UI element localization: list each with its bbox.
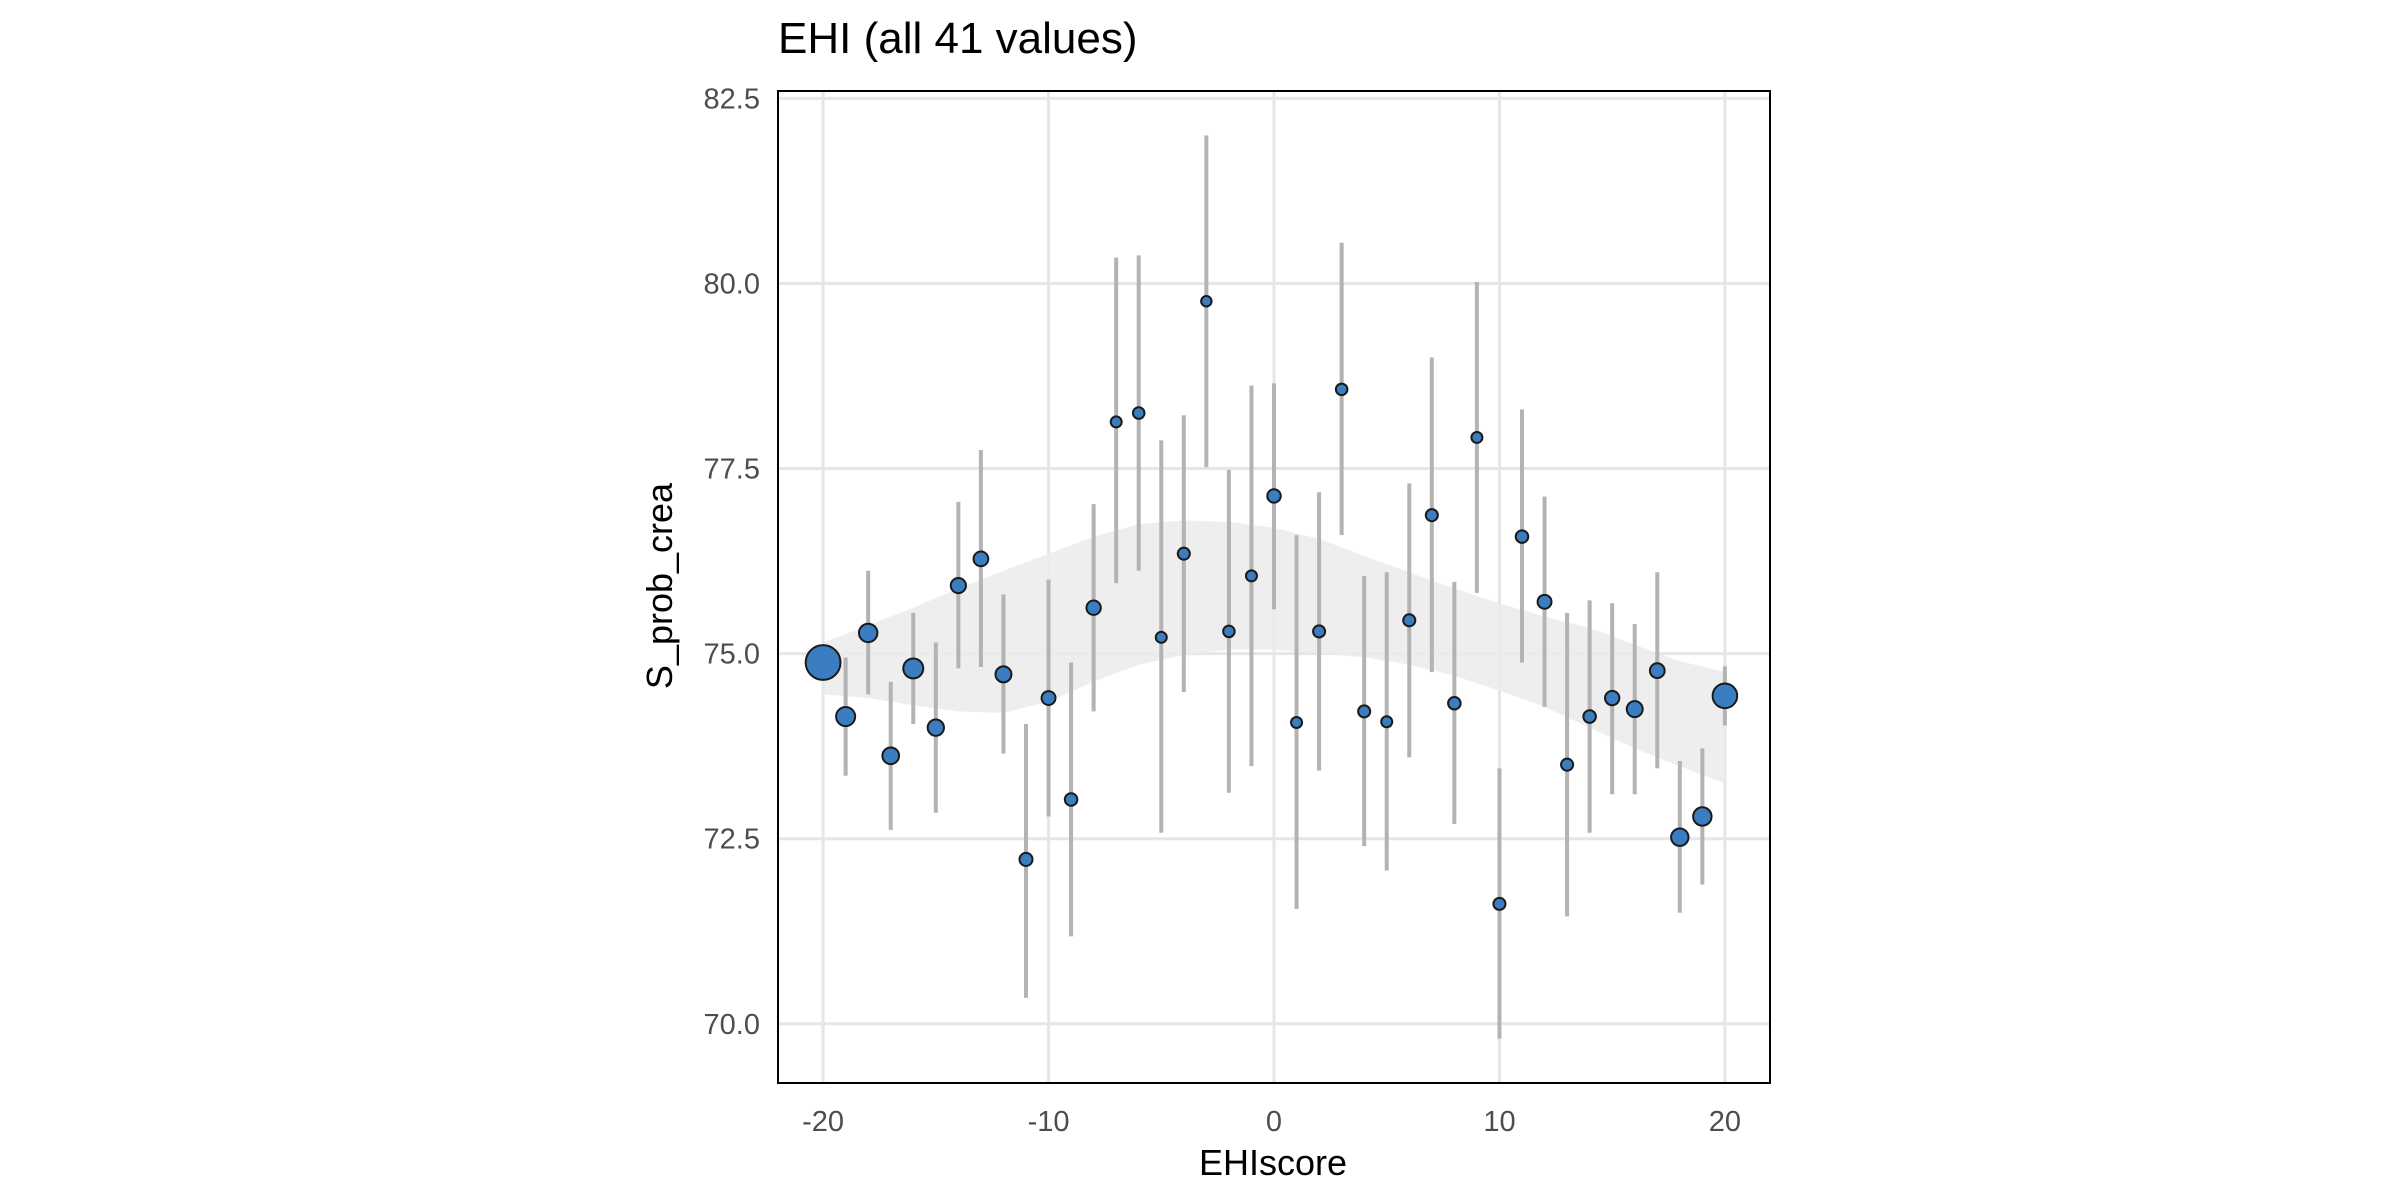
y-tick-labels: 70.0 72.5 75.0 77.5 80.0 82.5: [704, 83, 760, 1040]
data-point: [1266, 488, 1282, 504]
data-point: [1176, 546, 1191, 561]
data-point: [1711, 682, 1739, 710]
data-point: [1154, 630, 1168, 644]
data-point: [1040, 690, 1057, 707]
data-point: [1200, 295, 1213, 308]
data-point: [1222, 624, 1236, 639]
data-point: [1244, 569, 1258, 583]
y-axis-label: S_prob_crea: [639, 482, 680, 689]
x-tick-label: 20: [1709, 1106, 1741, 1138]
data-point: [1357, 704, 1372, 719]
data-point: [1402, 613, 1417, 628]
chart-title: EHI (all 41 values): [778, 14, 1137, 63]
data-point: [1582, 709, 1597, 724]
data-point: [1131, 406, 1146, 420]
y-tick-label: 80.0: [704, 268, 760, 300]
data-point: [1648, 662, 1666, 680]
data-point: [1560, 757, 1575, 772]
y-tick-label: 70.0: [704, 1009, 760, 1041]
data-point: [1447, 695, 1462, 711]
data-point: [1604, 689, 1621, 707]
data-point: [1312, 624, 1327, 639]
data-point: [994, 665, 1013, 684]
data-point: [1492, 896, 1507, 911]
data-point: [1670, 827, 1690, 847]
data-point: [1109, 415, 1123, 429]
x-axis-label: EHIscore: [1199, 1142, 1347, 1183]
y-tick-label: 72.5: [704, 824, 760, 856]
data-point: [1334, 382, 1349, 397]
x-tick-label: -20: [802, 1106, 844, 1138]
data-point: [1514, 529, 1530, 544]
data-point: [1536, 593, 1553, 610]
x-tick-label: 10: [1483, 1106, 1515, 1138]
data-point: [902, 657, 925, 680]
data-point: [1625, 700, 1644, 719]
x-tick-labels: -20 -10 0 10 20: [802, 1106, 1741, 1138]
x-tick-label: 0: [1266, 1106, 1282, 1138]
y-tick-label: 77.5: [704, 454, 760, 486]
data-point: [1018, 851, 1034, 867]
data-point: [1424, 508, 1439, 523]
data-point: [1063, 792, 1079, 807]
data-point: [881, 746, 901, 766]
y-tick-label: 75.0: [704, 639, 760, 671]
data-point: [972, 550, 990, 568]
data-point: [1470, 430, 1484, 444]
y-tick-label: 82.5: [704, 83, 760, 115]
data-points: [804, 295, 1739, 911]
data-point: [804, 644, 842, 681]
data-point: [949, 576, 967, 595]
data-point: [1380, 715, 1394, 729]
data-point: [1692, 806, 1713, 827]
data-point: [835, 706, 857, 728]
data-point: [1085, 599, 1102, 616]
data-point: [1290, 715, 1304, 729]
plot-frame: [777, 90, 1771, 1084]
data-point: [857, 622, 879, 644]
x-tick-label: -10: [1028, 1106, 1070, 1138]
data-point: [926, 718, 945, 737]
